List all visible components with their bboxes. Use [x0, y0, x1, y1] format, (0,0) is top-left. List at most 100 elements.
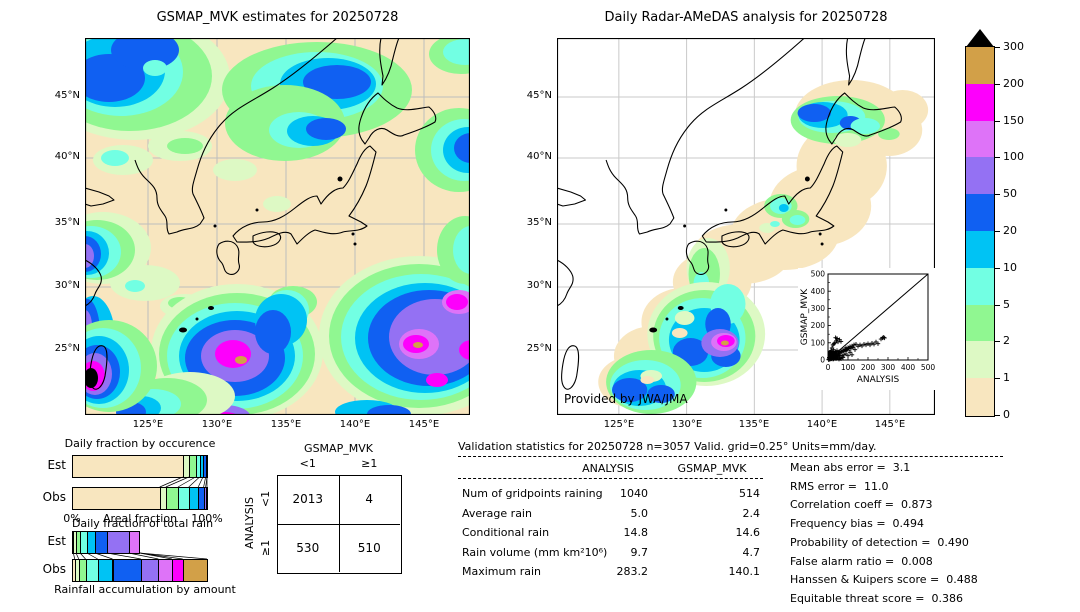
contingency-cell: 530 — [296, 540, 320, 555]
colorbar-tick-label: 50 — [1003, 187, 1017, 201]
occurrence-obs-segment — [205, 487, 209, 510]
svg-text:400: 400 — [811, 287, 826, 296]
score-line: Frequency bias = 0.494 — [790, 517, 925, 531]
svg-text:100: 100 — [841, 363, 856, 372]
colorbar-tick-label: 1 — [1003, 371, 1010, 385]
colorbar-segment — [966, 194, 994, 232]
small-islands — [179, 176, 357, 333]
colorbar-tick-mark — [995, 378, 1000, 380]
contingency-col-label: <1 — [299, 457, 316, 470]
totalrain-connectors — [73, 552, 208, 560]
colorbar-tick-label: 0 — [1003, 408, 1010, 421]
inset-scatter-plot: 00 100 100 200 200 300 300 400 400 500 500 ANALYSIS… — [798, 268, 935, 390]
colorbar-segment — [966, 267, 994, 306]
validation-analysis-value: 283.2 — [616, 565, 649, 578]
lon-tick-right: 135°E — [738, 419, 770, 430]
lon-tick-left: 140°E — [339, 419, 371, 430]
score-line: Mean abs error = 3.1 — [790, 461, 911, 474]
contingency-cell: 510 — [357, 540, 381, 555]
totalrain-est-segment — [107, 531, 130, 554]
colorbar-segment — [966, 83, 994, 122]
colorbar-segment — [966, 120, 994, 158]
lat-tick-right: 35°N — [526, 217, 552, 228]
occurrence-row-label: Obs — [42, 490, 66, 504]
lat-tick-left: 35°N — [54, 217, 80, 228]
lon-tick-left: 135°E — [270, 419, 302, 430]
lat-tick-right: 40°N — [526, 151, 552, 162]
colorbar-tick-mark — [995, 267, 1000, 269]
colorbar-segment — [966, 157, 994, 195]
validation-gsmap-value: 14.6 — [735, 526, 761, 539]
lon-tick-right: 140°E — [806, 419, 838, 430]
lon-tick-right: 130°E — [671, 419, 703, 430]
validation-row-label: Rain volume (mm km²10⁶) — [462, 545, 608, 559]
colorbar-frame — [965, 46, 995, 417]
colorbar-tick-label: 2 — [1003, 334, 1010, 348]
contingency-row-label: <1 — [259, 490, 272, 508]
lat-tick-right: 30°N — [526, 280, 552, 291]
totalrain-est-segment — [94, 531, 109, 554]
colorbar-tick-mark — [995, 341, 1000, 343]
validation-gsmap-value: 4.7 — [742, 545, 761, 559]
totalrain-chart-title: Daily fraction of total rain — [71, 517, 214, 530]
occurrence-obs-segment — [72, 487, 161, 510]
contingency-cell: 2013 — [292, 492, 324, 506]
totalrain-obs-segment — [140, 559, 160, 582]
svg-text:300: 300 — [811, 304, 826, 313]
colorbar-segment — [966, 231, 994, 269]
validation-gsmap-value: 514 — [739, 487, 760, 500]
svg-text:200: 200 — [861, 363, 876, 372]
lon-tick-left: 145°E — [408, 419, 440, 430]
lat-tick-left: 45°N — [54, 90, 80, 101]
validation-analysis-value: 14.8 — [623, 526, 649, 539]
score-line: RMS error = 11.0 — [790, 479, 889, 493]
colorbar-segment — [966, 341, 994, 379]
colorbar-segment — [966, 304, 994, 342]
contingency-cell: 4 — [365, 492, 374, 506]
colorbar-tick-label: 5 — [1003, 297, 1010, 311]
score-line: Hanssen & Kuipers score = 0.488 — [790, 573, 978, 587]
right-map-title: Daily Radar-AMeDAS analysis for 20250728 — [604, 10, 888, 25]
validation-title-rule — [458, 456, 1003, 457]
colorbar-tick-label: 100 — [1003, 150, 1024, 164]
svg-text:GSMAP_MVK: GSMAP_MVK — [800, 288, 810, 345]
validation-analysis-value: 5.0 — [630, 506, 649, 520]
occurrence-x-label: Areal fraction — [102, 512, 178, 525]
left-map-title: GSMAP_MVK estimates for 20250728 — [156, 10, 399, 25]
colorbar-tick-mark — [995, 47, 1000, 48]
validation-col-header: ANALYSIS — [582, 462, 634, 475]
occurrence-x-min: 0% — [63, 512, 81, 525]
lat-tick-left: 30°N — [54, 280, 80, 291]
lon-tick-right: 145°E — [874, 419, 906, 430]
contingency-col-label: ≥1 — [361, 457, 378, 470]
svg-text:200: 200 — [811, 321, 826, 330]
gsmap-estimate-map — [85, 38, 470, 415]
contingency-row-title: ANALYSIS — [243, 497, 256, 549]
occurrence-row-label: Est — [47, 458, 66, 472]
rain-contours-left — [85, 38, 470, 415]
validation-row-label: Num of gridpoints raining — [462, 487, 603, 500]
svg-text:100: 100 — [811, 338, 826, 347]
occurrence-connectors — [159, 476, 208, 488]
contingency-table-frame — [277, 475, 402, 574]
colorbar-tick-mark — [995, 304, 1000, 306]
colorbar-tick-label: 10 — [1003, 260, 1017, 274]
totalrain-row-label: Est — [47, 534, 66, 548]
validation-header-rule — [458, 478, 763, 479]
lat-tick-right: 45°N — [526, 90, 552, 101]
totalrain-obs-segment — [112, 559, 142, 582]
lon-tick-right: 125°E — [603, 419, 635, 430]
svg-text:0: 0 — [826, 363, 831, 372]
svg-text:ANALYSIS: ANALYSIS — [857, 375, 900, 385]
contingency-table-hline — [277, 523, 400, 525]
occurrence-chart-title: Daily fraction by occurence — [64, 437, 216, 450]
colorbar-tick-mark — [995, 231, 1000, 232]
colorbar-tick-mark — [995, 157, 1000, 159]
lon-tick-left: 125°E — [132, 419, 164, 430]
colorbar-tick-label: 300 — [1003, 40, 1024, 53]
occurrence-est-segment — [205, 455, 209, 478]
colorbar-segment — [966, 47, 994, 85]
score-line: Equitable threat score = 0.386 — [790, 591, 963, 605]
totalrain-est-segment — [128, 531, 141, 554]
